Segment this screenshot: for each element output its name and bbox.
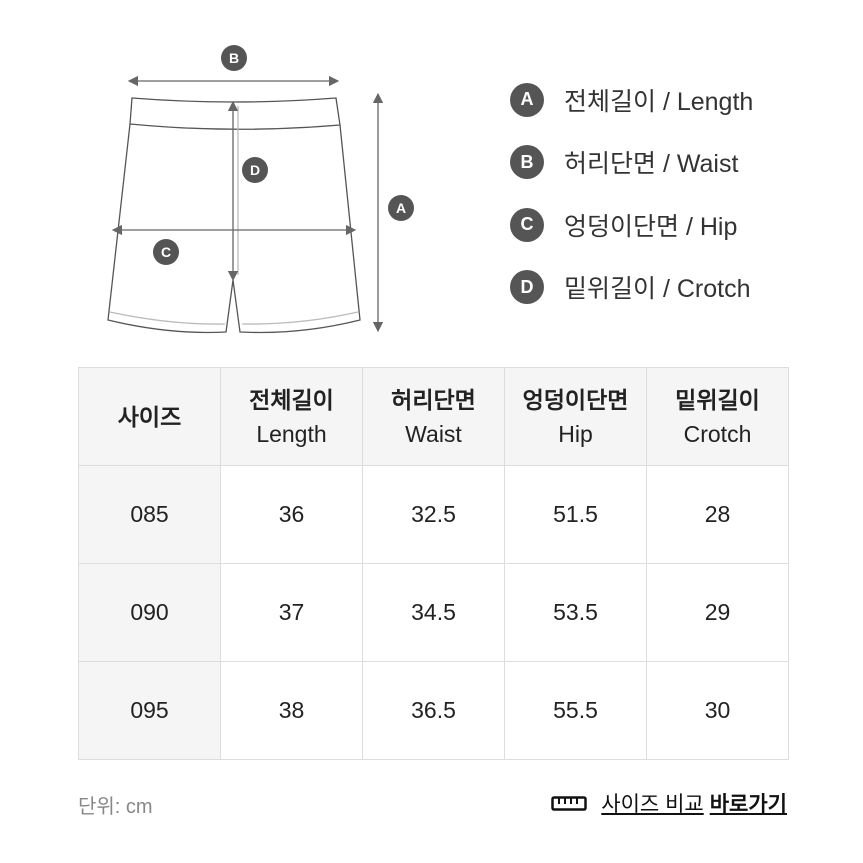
cell: 38 bbox=[220, 661, 363, 760]
header-hip: 엉덩이단면 Hip bbox=[504, 367, 647, 466]
header-length: 전체길이 Length bbox=[220, 367, 363, 466]
marker-d: D bbox=[250, 162, 260, 178]
table-row: 090 37 34.5 53.5 29 bbox=[78, 563, 789, 662]
legend-label: 허리단면 / Waist bbox=[564, 150, 739, 178]
shorts-diagram: B A C D bbox=[107, 45, 414, 334]
badge-c: C bbox=[510, 207, 544, 242]
marker-b: B bbox=[229, 50, 239, 66]
legend-item-waist: B 허리단면 / Waist bbox=[510, 145, 753, 179]
size-compare-link[interactable]: 사이즈 비교 바로가기 bbox=[551, 788, 787, 818]
table-row: 095 38 36.5 55.5 30 bbox=[78, 661, 789, 760]
cell: 36 bbox=[220, 465, 363, 564]
cell: 53.5 bbox=[504, 563, 647, 662]
shorts-outline bbox=[107, 97, 361, 334]
marker-a: A bbox=[396, 200, 406, 216]
table-row: 085 36 32.5 51.5 28 bbox=[78, 465, 789, 564]
cell: 55.5 bbox=[504, 661, 647, 760]
cell: 36.5 bbox=[362, 661, 505, 760]
measurement-legend: A 전체길이 / Length B 허리단면 / Waist C 엉덩이단면 / Hi… bbox=[510, 82, 754, 334]
compare-text: 사이즈 비교 bbox=[601, 793, 704, 816]
cell: 34.5 bbox=[362, 563, 505, 662]
legend-label: 밑위길이 / Crotch bbox=[564, 275, 751, 303]
cell-size: 090 bbox=[78, 563, 221, 662]
badge-d: D bbox=[510, 270, 544, 304]
unit-label: 단위: cm bbox=[78, 796, 153, 818]
cell: 32.5 bbox=[362, 465, 505, 564]
marker-c: C bbox=[161, 244, 171, 260]
header-waist: 허리단면 Waist bbox=[362, 367, 505, 466]
cell-size: 095 bbox=[78, 661, 221, 760]
cell: 37 bbox=[220, 563, 363, 662]
header-crotch: 밑위길이 Crotch bbox=[646, 367, 789, 466]
header-size: 사이즈 bbox=[78, 367, 221, 466]
cell: 30 bbox=[646, 661, 789, 760]
legend-label: 엉덩이단면 / Hip bbox=[564, 212, 738, 241]
badge-a: A bbox=[510, 82, 544, 117]
size-table: 사이즈 전체길이 Length 허리단면 Waist 엉덩이단면 Hip 밑위길이 Cr… bbox=[78, 367, 789, 760]
compare-bold-text: 바로가기 bbox=[709, 793, 787, 816]
table-header-row: 사이즈 전체길이 Length 허리단면 Waist 엉덩이단면 Hip 밑위길이 Cr… bbox=[78, 367, 789, 466]
cell-size: 085 bbox=[78, 465, 221, 564]
legend-item-hip: C 엉덩이단면 / Hip bbox=[510, 207, 753, 242]
legend-label: 전체길이 / Length bbox=[564, 87, 754, 116]
legend-item-length: A 전체길이 / Length bbox=[510, 82, 754, 117]
badge-b: B bbox=[510, 145, 544, 179]
legend-item-crotch: D 밑위길이 / Crotch bbox=[510, 270, 753, 304]
ruler-icon bbox=[551, 796, 588, 811]
cell: 51.5 bbox=[504, 465, 647, 564]
cell: 29 bbox=[646, 563, 789, 662]
cell: 28 bbox=[646, 465, 789, 564]
